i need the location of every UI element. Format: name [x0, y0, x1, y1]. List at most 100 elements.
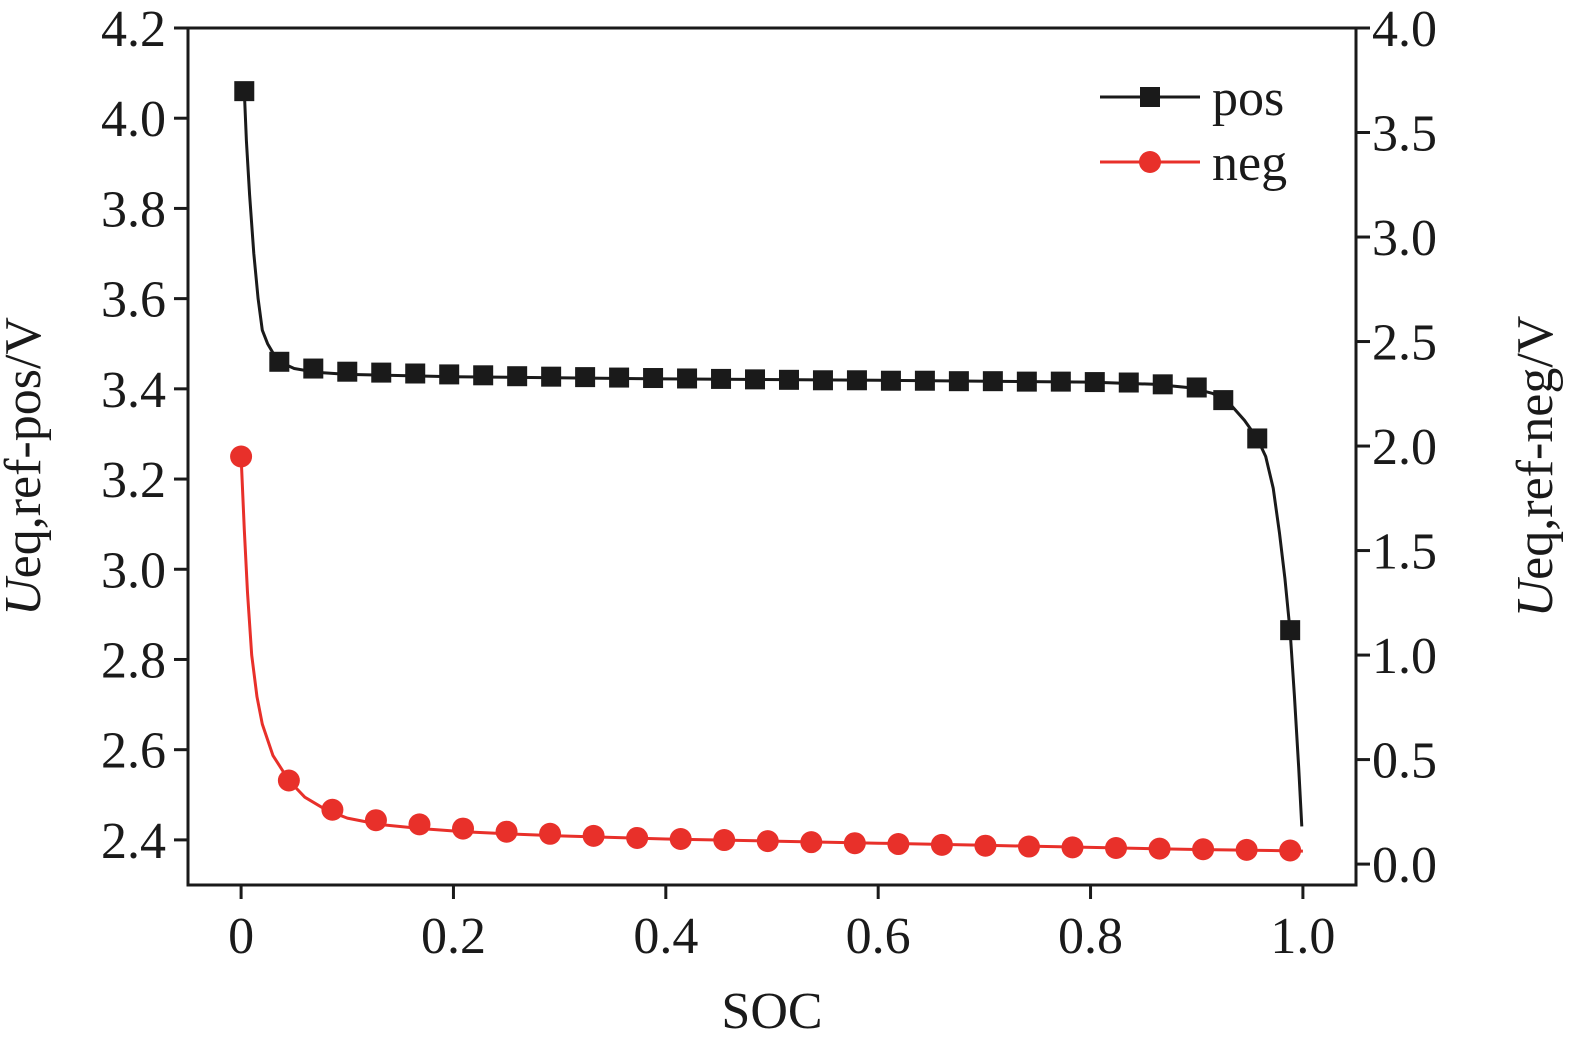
legend-pos-label: pos: [1212, 70, 1284, 127]
y-left-axis-title: Ueq,ref-pos/V: [0, 317, 52, 616]
series-pos-point: [507, 366, 528, 387]
series-neg-point: [713, 829, 736, 852]
series-neg-point: [408, 813, 431, 836]
series-pos-point: [745, 369, 766, 390]
series-pos-point: [473, 365, 494, 386]
x-tick-label: 0.2: [421, 908, 486, 965]
series-pos-point: [269, 351, 290, 372]
y-right-tick-label: 0.0: [1372, 837, 1437, 894]
y-left-tick-label: 2.8: [101, 632, 166, 689]
y-right-axis-title-text: eq,ref-neg/V: [1507, 316, 1564, 580]
series-neg-point: [756, 830, 779, 853]
x-tick-label: 1.0: [1270, 908, 1335, 965]
series-neg-point: [800, 831, 823, 854]
y-right-tick-label: 0.5: [1372, 733, 1437, 790]
series-neg-point: [1148, 837, 1171, 860]
series-pos-point: [541, 366, 562, 387]
series-layer: [230, 81, 1304, 862]
y-right-tick-label: 2.0: [1372, 419, 1437, 476]
series-pos-point: [1213, 390, 1234, 411]
series-neg-point: [669, 828, 692, 851]
series-neg-point: [887, 833, 910, 856]
series-neg-point: [1279, 839, 1302, 862]
series-neg-point: [539, 822, 562, 845]
series-pos-point: [1016, 371, 1037, 392]
x-tick-label: 0: [228, 908, 254, 965]
series-pos-point: [609, 367, 630, 388]
y-left-tick-label: 4.2: [101, 1, 166, 58]
y-left-tick-label: 3.8: [101, 181, 166, 238]
series-neg-point: [1017, 835, 1040, 858]
y-left-tick-label: 2.6: [101, 723, 166, 780]
legend-pos-marker: [1140, 87, 1160, 107]
y-left-tick-label: 3.4: [101, 362, 166, 419]
series-neg-point: [626, 826, 649, 849]
y-right-tick-label: 4.0: [1372, 1, 1437, 58]
series-neg-point: [277, 769, 300, 792]
series-pos-point: [982, 371, 1003, 392]
series-pos-point: [948, 371, 969, 392]
series-neg-point: [974, 834, 997, 857]
plot-frame: [186, 26, 1358, 887]
y-left-tick-label: 3.0: [101, 542, 166, 599]
y-left-axis-title-text: eq,ref-pos/V: [0, 317, 52, 578]
series-neg-point: [843, 832, 866, 855]
y-right-tick-label: 3.0: [1372, 210, 1437, 267]
y-left-tick-label: 3.2: [101, 452, 166, 509]
series-neg-point: [364, 809, 387, 832]
x-tick-label: 0.4: [633, 908, 698, 965]
y-right-axis-title: Ueq,ref-neg/V: [1507, 316, 1564, 618]
legend-neg-marker: [1139, 151, 1161, 173]
series-pos-point: [1152, 374, 1173, 395]
series-neg-point: [582, 824, 605, 847]
series-pos-point: [337, 361, 358, 382]
series-pos-point: [778, 369, 799, 390]
series-pos-point: [439, 364, 460, 385]
y-right-tick-label: 2.5: [1372, 315, 1437, 372]
series-neg-point: [321, 798, 344, 821]
y-left-axis-title-symbol: U: [0, 575, 52, 616]
series-pos-point: [643, 368, 664, 389]
y-right-tick-label: 3.5: [1372, 106, 1437, 163]
series-pos-point: [677, 368, 698, 389]
series-pos-point: [1084, 372, 1105, 393]
series-neg-point: [1192, 838, 1215, 861]
series-neg-point: [1061, 836, 1084, 859]
series-pos-point: [303, 358, 324, 379]
series-neg-point: [230, 445, 253, 468]
x-tick-label: 0.8: [1058, 908, 1123, 965]
series-pos-point: [405, 363, 426, 384]
series-pos-point: [1186, 377, 1207, 398]
y-right-axis-title-symbol: U: [1507, 576, 1564, 617]
series-neg-point: [930, 833, 953, 856]
y-left-tick-label: 3.6: [101, 272, 166, 329]
series-pos-point: [1280, 620, 1301, 641]
series-neg-point: [1235, 838, 1258, 861]
series-pos-point: [1247, 428, 1268, 449]
series-pos-point: [575, 367, 596, 388]
ticks-layer: 0 0.2 0.4 0.6 0.8 1.0 2.4 2.6 2.8 3.0 3.2 3.4 3.6 3.8…: [101, 1, 1437, 965]
y-left-tick-label: 2.4: [101, 813, 166, 870]
series-pos-point: [371, 362, 392, 383]
y-left-tick-label: 4.0: [101, 91, 166, 148]
y-right-tick-label: 1.5: [1372, 524, 1437, 581]
series-neg-point: [1105, 837, 1128, 860]
series-pos-point: [812, 370, 833, 391]
series-pos-point: [1118, 372, 1139, 393]
series-neg-point: [452, 817, 475, 840]
legend: pos neg: [1100, 70, 1287, 192]
series-pos-point: [711, 368, 732, 389]
series-pos-point: [880, 370, 901, 391]
series-pos-point: [914, 370, 935, 391]
series-neg-point: [495, 820, 518, 843]
series-pos-point: [1050, 371, 1071, 392]
series-pos-point: [234, 81, 255, 102]
series-neg-line: [239, 456, 1303, 853]
x-tick-label: 0.6: [846, 908, 911, 965]
x-axis-title: SOC: [721, 983, 822, 1040]
legend-neg-label: neg: [1212, 135, 1287, 192]
series-pos-point: [846, 370, 867, 391]
